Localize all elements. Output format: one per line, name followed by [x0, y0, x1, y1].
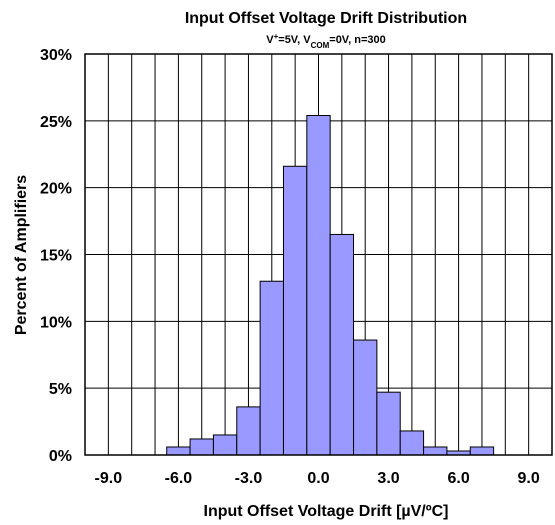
subtitle-part: =0V, n=300	[329, 34, 385, 46]
x-tick-label: 6.0	[447, 470, 469, 487]
chart-title: Input Offset Voltage Drift Distribution	[185, 10, 467, 27]
histogram-bar	[306, 114, 331, 456]
histogram-bar	[399, 430, 425, 456]
x-tick-label: -3.0	[235, 470, 263, 487]
y-tick-labels: 0% 5% 10% 15% 20% 25% 30%	[40, 47, 72, 465]
subtitle-part: +	[274, 32, 279, 41]
x-tick-label: -6.0	[165, 470, 193, 487]
histogram-bar	[166, 446, 191, 456]
histogram-bar	[329, 233, 355, 456]
y-tick-label: 0%	[49, 448, 72, 465]
y-tick-label: 10%	[40, 314, 72, 331]
histogram-bar	[212, 434, 238, 456]
bars	[166, 114, 495, 456]
histogram-bar	[376, 391, 401, 456]
subtitle-part: =5V, V	[278, 34, 311, 46]
y-tick-label: 5%	[49, 381, 72, 398]
y-tick-label: 15%	[40, 248, 72, 265]
histogram-bar	[423, 446, 448, 456]
y-axis-label: Percent of Amplifiers	[13, 175, 30, 335]
x-tick-label: 0.0	[307, 470, 329, 487]
y-tick-label: 25%	[40, 114, 72, 131]
x-tick-labels: -9.0 -6.0 -3.0 0.0 3.0 6.0 9.0	[95, 470, 540, 487]
x-tick-label: -9.0	[95, 470, 123, 487]
histogram-bar	[236, 406, 261, 456]
x-tick-label: 3.0	[377, 470, 399, 487]
plot-frame	[84, 53, 553, 456]
subtitle-part: COM	[311, 41, 330, 50]
y-tick-label: 20%	[40, 181, 72, 198]
subtitle-part: V	[266, 34, 274, 46]
histogram-bar	[353, 339, 378, 456]
histogram-bar	[469, 446, 495, 456]
y-tick-label: 30%	[40, 47, 72, 64]
histogram-bar	[282, 165, 308, 456]
chart-subtitle: V+=5V, VCOM=0V, n=300	[266, 32, 386, 50]
x-axis-label: Input Offset Voltage Drift [µV/ºC]	[204, 503, 449, 520]
histogram-bar	[189, 438, 214, 456]
x-tick-label: 9.0	[518, 470, 540, 487]
histogram-bar	[259, 280, 284, 456]
